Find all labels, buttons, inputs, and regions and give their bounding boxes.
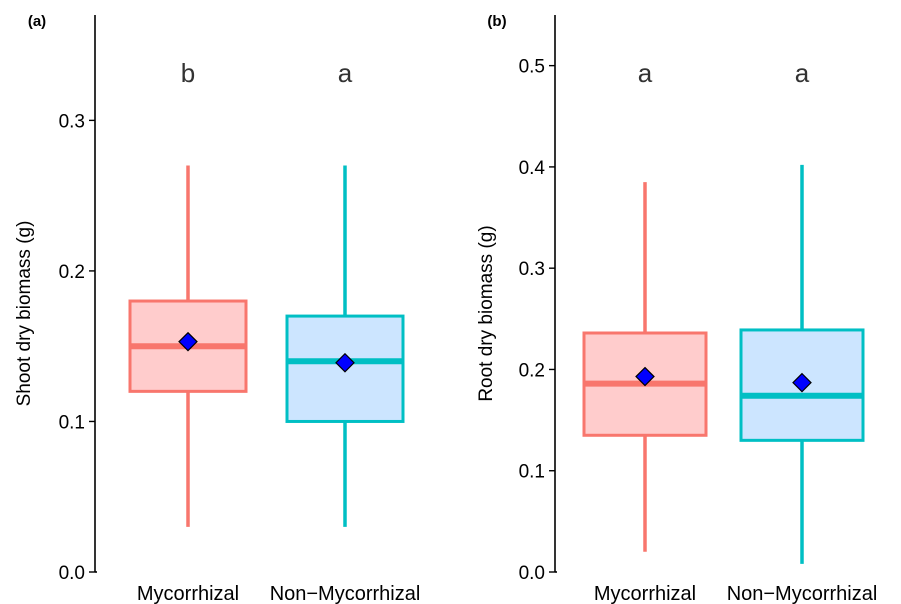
mean-marker xyxy=(178,331,198,352)
y-tick-label: 0.0 xyxy=(59,563,85,584)
panel-label: (a) xyxy=(28,13,46,30)
mean-marker xyxy=(335,352,355,373)
box-mycorrhizal: a Mycorrhizal xyxy=(582,58,708,604)
y-tick-label: 0.5 xyxy=(519,57,545,78)
x-category-label: Mycorrhizal xyxy=(137,583,239,604)
y-tick-label: 0.2 xyxy=(519,360,545,381)
y-tick-label: 0.1 xyxy=(59,412,85,433)
box-mycorrhizal: b Mycorrhizal xyxy=(128,58,248,604)
mean-marker xyxy=(635,366,655,387)
panel-a: (a) 0.0 0.1 0.2 0.3 Shoot dry biomass (g) b Myc… xyxy=(14,13,420,604)
box-non-mycorrhizal: a Non−Mycorrhizal xyxy=(727,58,878,604)
x-category-label: Mycorrhizal xyxy=(594,583,696,604)
panel-b: (b) 0.0 0.1 0.2 0.3 0.4 0.5 Root dry biomass (g… xyxy=(476,13,877,604)
box-non-mycorrhizal: a Non−Mycorrhizal xyxy=(270,58,421,604)
x-category-label: Non−Mycorrhizal xyxy=(270,583,421,604)
y-axis-title: Shoot dry biomass (g) xyxy=(14,221,35,407)
significance-letter: a xyxy=(338,58,353,88)
significance-letter: b xyxy=(181,58,195,88)
y-tick-label: 0.0 xyxy=(519,563,545,584)
y-tick-label: 0.3 xyxy=(519,259,545,280)
y-tick-label: 0.1 xyxy=(519,462,545,483)
y-tick-label: 0.2 xyxy=(59,262,85,283)
mean-marker xyxy=(792,372,812,393)
y-tick-label: 0.3 xyxy=(59,111,85,132)
significance-letter: a xyxy=(638,58,653,88)
panel-label: (b) xyxy=(487,13,506,30)
y-axis-title: Root dry biomass (g) xyxy=(476,225,497,401)
x-category-label: Non−Mycorrhizal xyxy=(727,583,878,604)
y-tick-label: 0.4 xyxy=(519,158,546,179)
significance-letter: a xyxy=(795,58,810,88)
